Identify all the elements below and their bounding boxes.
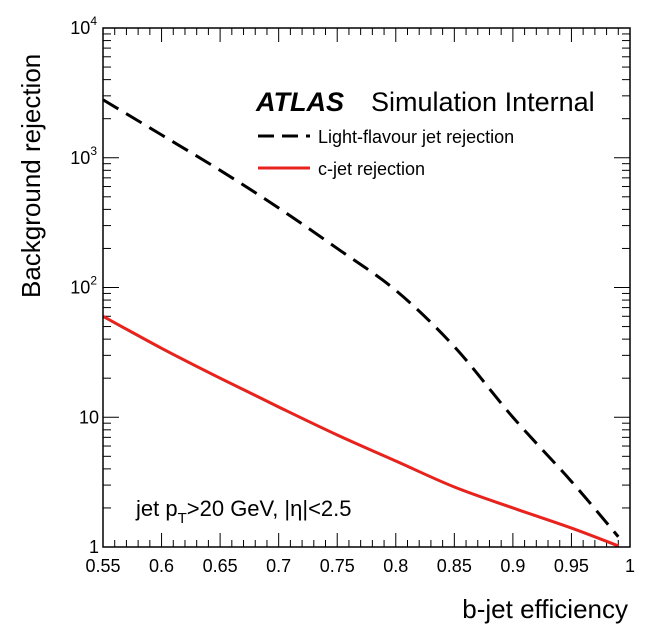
x-tick-labels: 0.55 0.6 0.65 0.7 0.75 0.8 0.85 0.9 0.95 1 — [85, 556, 635, 576]
series-line-c-jet — [102, 314, 619, 548]
y-tick-label: 102 — [70, 274, 97, 298]
x-tick-label: 0.9 — [500, 556, 525, 576]
y-tick-label: 1 — [89, 537, 99, 557]
x-tick-label: 1 — [625, 556, 635, 576]
y-axis-title: Background rejection — [16, 54, 46, 298]
atlas-label-rest: Simulation Internal — [371, 87, 595, 117]
x-axis-title: b-jet efficiency — [462, 594, 628, 624]
y-tick-label: 10 — [79, 407, 99, 427]
legend-label-c: c-jet rejection — [318, 159, 425, 179]
x-tick-label: 0.55 — [85, 556, 120, 576]
y-tick-label: 104 — [70, 14, 97, 38]
plot-frame — [102, 27, 631, 548]
annotation-suffix: >20 GeV, |η|<2.5 — [187, 496, 352, 521]
atlas-label-bold: ATLAS — [255, 87, 344, 117]
series-line-light-flavour — [102, 98, 620, 538]
y-tick-labels: 1 10 102 103 104 — [70, 14, 99, 557]
x-tick-label: 0.7 — [266, 556, 291, 576]
x-tick-label: 0.6 — [149, 556, 174, 576]
minor-ticks — [103, 28, 630, 547]
series-lines — [102, 98, 620, 548]
y-tick-label: 103 — [70, 144, 97, 168]
x-tick-label: 0.8 — [383, 556, 408, 576]
x-tick-label: 0.75 — [320, 556, 355, 576]
x-tick-label: 0.85 — [437, 556, 472, 576]
x-tick-label: 0.95 — [554, 556, 589, 576]
x-tick-label: 0.65 — [203, 556, 238, 576]
selection-annotation: jet pT>20 GeV, |η|<2.5 — [135, 496, 352, 527]
annotation-prefix: jet p — [135, 496, 178, 521]
annotation-subscript: T — [178, 510, 187, 527]
legend-label-light: Light-flavour jet rejection — [318, 127, 514, 147]
